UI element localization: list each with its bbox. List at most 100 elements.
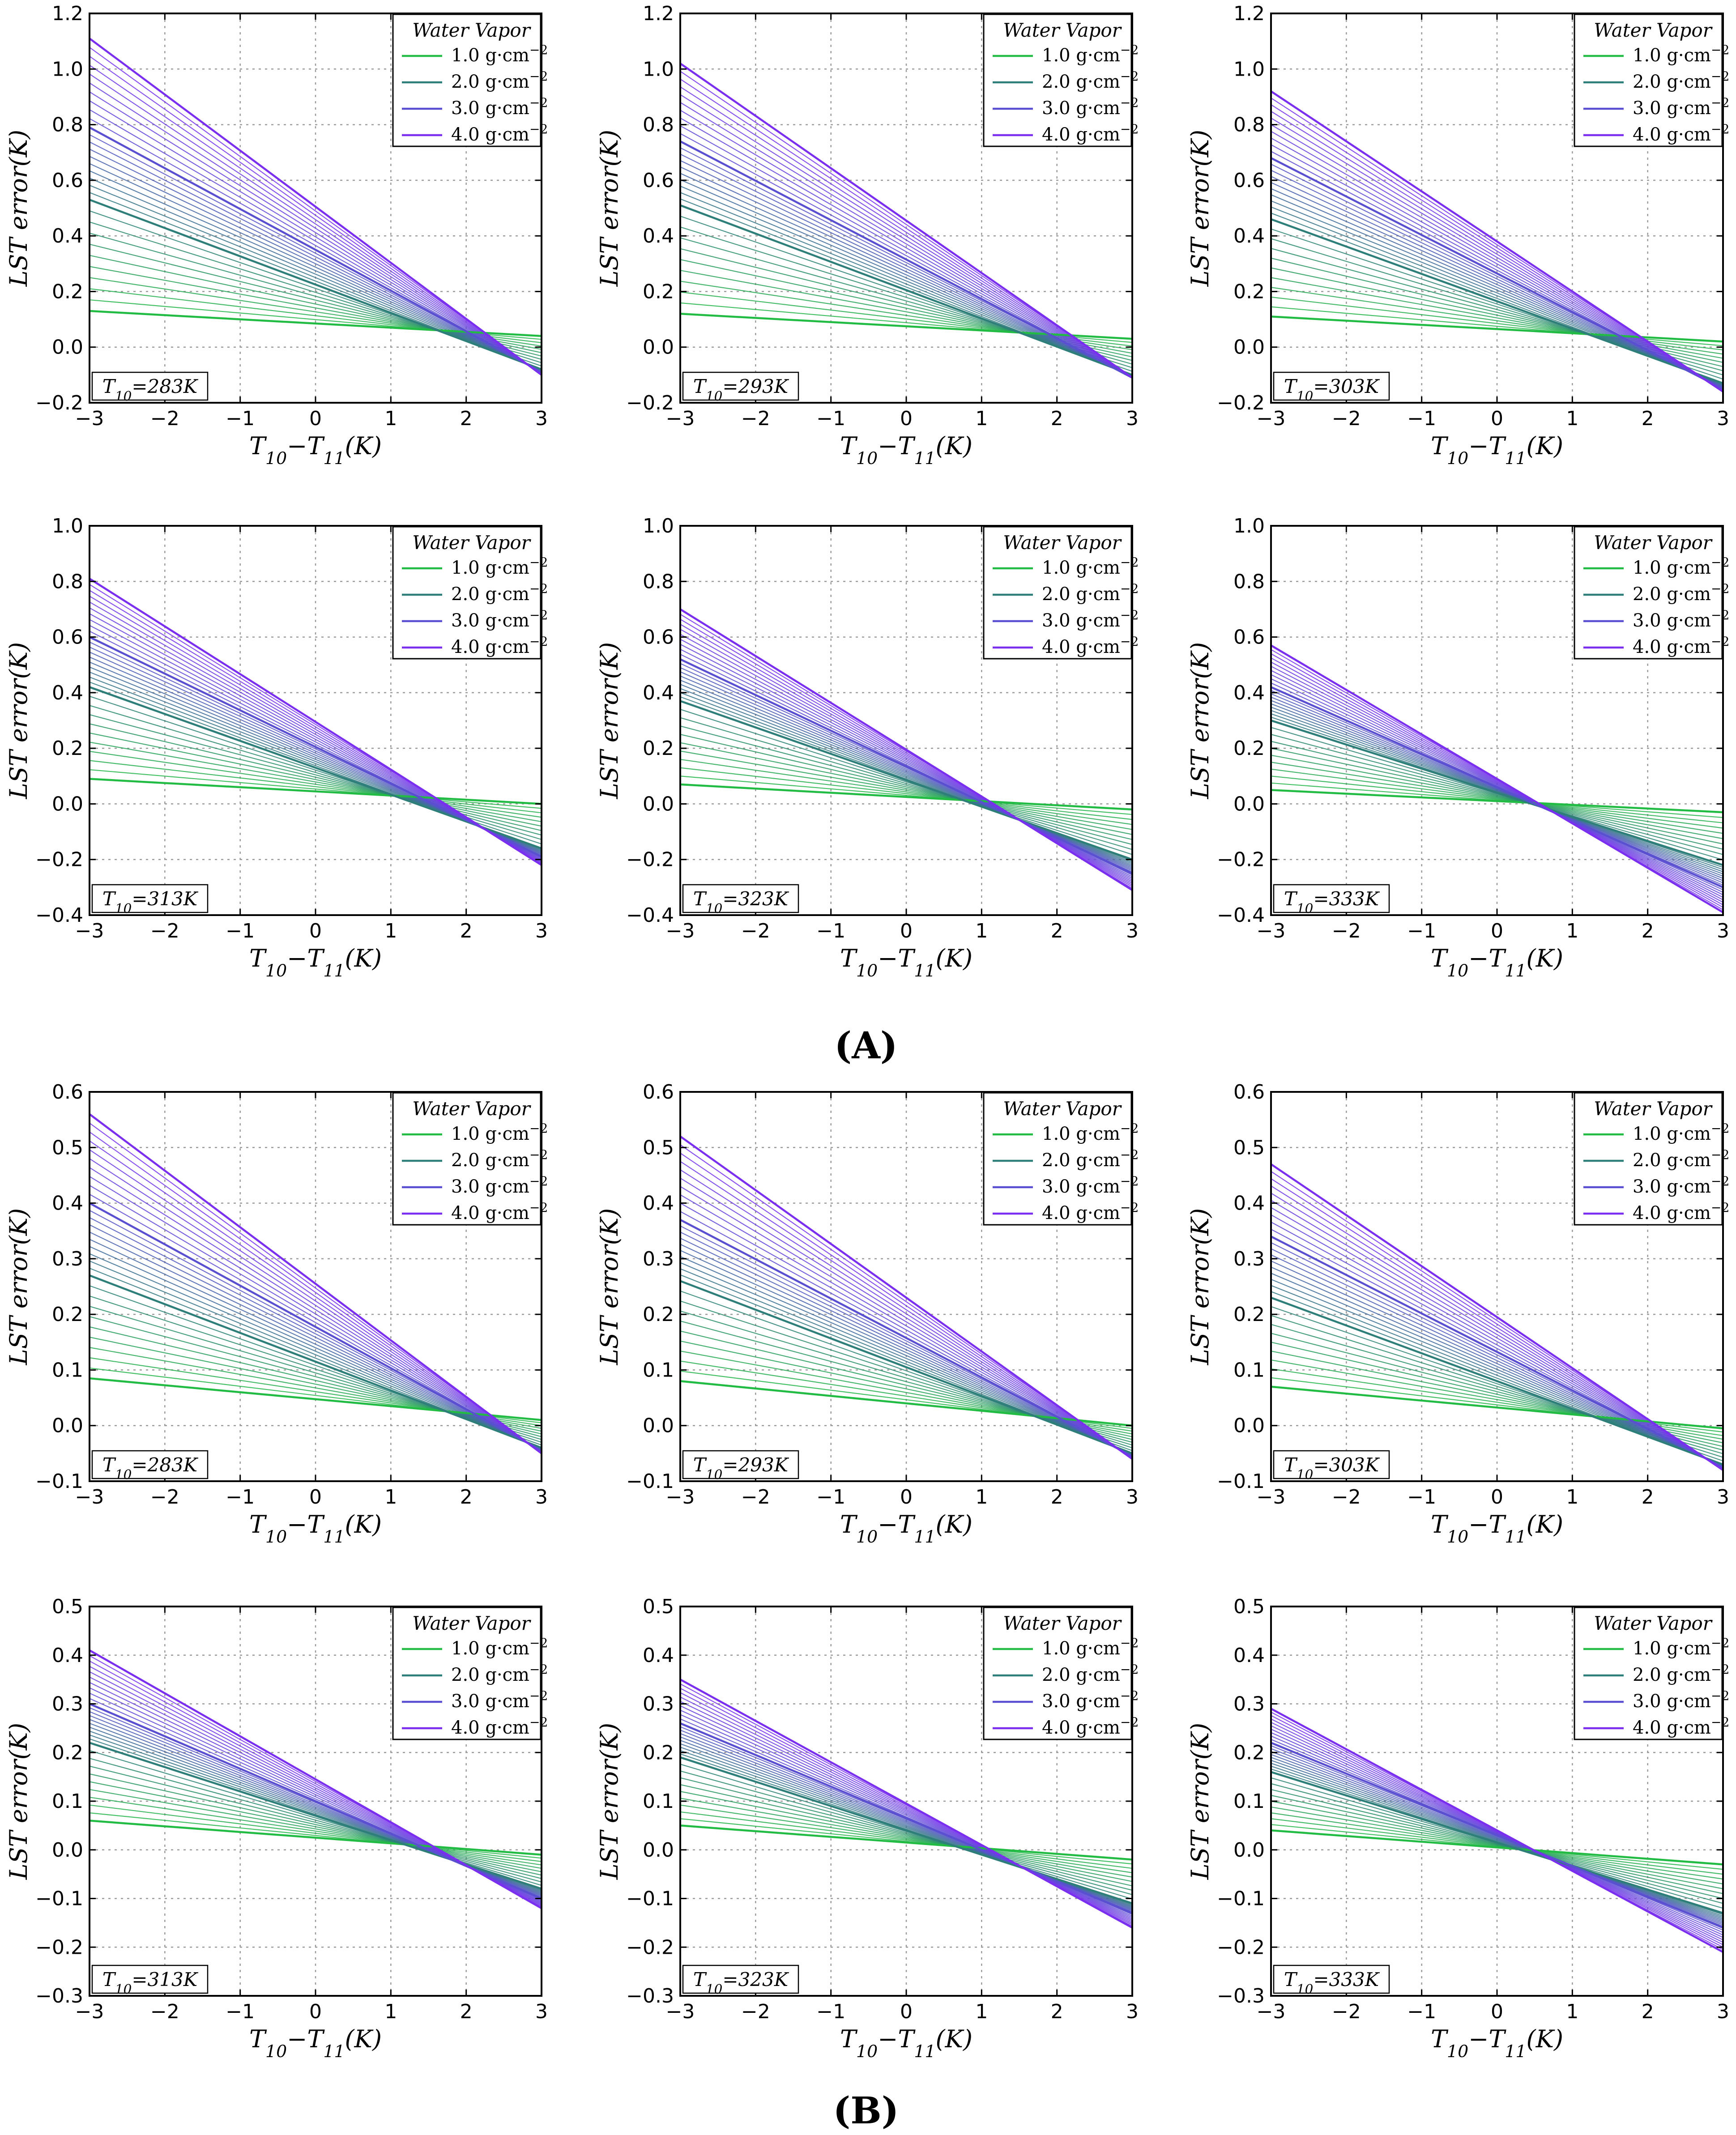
temperature-box xyxy=(91,371,209,401)
y-tick-label: 0.4 xyxy=(643,682,674,704)
interpolated-line xyxy=(1271,194,1723,386)
x-tick-label: −1 xyxy=(816,1486,845,1509)
y-axis-label: LST error(K) xyxy=(595,1208,623,1365)
y-axis-label: LST error(K) xyxy=(1186,1208,1214,1365)
series-line-1 xyxy=(680,1380,1132,1427)
interpolated-line xyxy=(680,1268,1132,1455)
series-line-4 xyxy=(90,1649,542,1909)
series-line-4 xyxy=(680,1135,1132,1460)
interpolated-line xyxy=(680,185,1132,376)
series-layer xyxy=(1271,1708,1723,1953)
chart-panel-a-333: −3 −2 −1 0 1 2 3 −0.4 −0.2 0.0 0.2 0.4 0.6 0.8 1.0 T10−… xyxy=(1186,515,1729,980)
legend-entry-1: 1.0 g·cm−2 xyxy=(451,1636,548,1659)
interpolated-line xyxy=(90,64,542,375)
x-tick-label: 1 xyxy=(384,2000,397,2023)
chart-panel-a-283: −3 −2 −1 0 1 2 3 −0.2 0.0 0.2 0.4 0.6 0.8 1.0 1.2 T10−T… xyxy=(4,2,548,468)
interpolated-line xyxy=(1271,1760,1723,1920)
y-tick-label: 0.5 xyxy=(643,1595,674,1618)
interpolated-line xyxy=(90,1140,542,1453)
interpolated-line xyxy=(680,725,1132,845)
interpolated-line xyxy=(90,1193,542,1452)
interpolated-line xyxy=(90,760,542,814)
y-tick-label: −0.2 xyxy=(626,1936,674,1959)
interpolated-line xyxy=(90,750,542,818)
interpolated-line xyxy=(680,94,1132,379)
x-tick-label: −2 xyxy=(1332,2000,1361,2023)
temperature-label: T10=333K xyxy=(1284,888,1380,916)
x-tick-label: −1 xyxy=(226,1486,255,1509)
interpolated-line xyxy=(680,750,1132,830)
legend-title: Water Vapor xyxy=(412,19,531,41)
series-line-2 xyxy=(680,700,1132,861)
interpolated-line xyxy=(680,153,1132,378)
y-tick-label: 0.0 xyxy=(52,1415,83,1437)
x-tick-label: −2 xyxy=(150,407,179,430)
x-axis-label: T10−T11(K) xyxy=(249,2025,382,2061)
y-tick-label: −0.3 xyxy=(35,1985,83,2007)
x-tick-label: 2 xyxy=(460,2000,473,2023)
x-tick-label: 0 xyxy=(1491,1486,1503,1509)
x-tick-label: 0 xyxy=(1491,2000,1503,2023)
interpolated-line xyxy=(90,1217,542,1451)
y-tick-label: 1.0 xyxy=(1233,515,1265,537)
interpolated-line xyxy=(1271,674,1723,895)
y-tick-label: 0.0 xyxy=(1233,793,1265,815)
interpolated-line xyxy=(680,742,1132,835)
y-tick-label: 0.0 xyxy=(52,793,83,815)
series-line-4 xyxy=(90,1113,542,1454)
interpolated-line xyxy=(680,160,1132,378)
x-tick-label: 3 xyxy=(1126,2000,1139,2023)
y-tick-label: 0.2 xyxy=(1233,1741,1265,1764)
series-layer xyxy=(680,1135,1132,1460)
x-tick-label: −2 xyxy=(1332,1486,1361,1509)
y-tick-label: 0.8 xyxy=(643,114,674,136)
legend-entry-3: 3.0 g·cm−2 xyxy=(1042,608,1139,631)
y-tick-label: −0.3 xyxy=(1217,1985,1265,2007)
interpolated-line xyxy=(680,1804,1132,1873)
x-tick-label: 2 xyxy=(1642,1486,1654,1509)
interpolated-line xyxy=(1271,182,1723,387)
y-tick-label: −0.2 xyxy=(35,1936,83,1959)
y-axis-label: LST error(K) xyxy=(595,1723,623,1880)
y-tick-label: −0.1 xyxy=(626,1470,674,1493)
interpolated-line xyxy=(1271,200,1723,386)
y-tick-label: 0.3 xyxy=(643,1693,674,1716)
x-tick-label: −3 xyxy=(75,407,104,430)
interpolated-line xyxy=(90,163,542,371)
series-line-1 xyxy=(680,1824,1132,1861)
chart-panel-a-313: −3 −2 −1 0 1 2 3 −0.4 −0.2 0.0 0.2 0.4 0.6 0.8 1.0 T10−… xyxy=(4,515,548,980)
legend-title: Water Vapor xyxy=(1003,532,1122,554)
series-line-3 xyxy=(680,1722,1132,1914)
legend-entry-4: 4.0 g·cm−2 xyxy=(451,1200,548,1224)
series-line-3 xyxy=(680,140,1132,379)
interpolated-line xyxy=(1271,1763,1723,1918)
legend-entry-4: 4.0 g·cm−2 xyxy=(1633,634,1729,658)
x-tick-label: −1 xyxy=(1407,2000,1436,2023)
x-tick-label: −1 xyxy=(816,407,845,430)
legend-box xyxy=(1574,13,1723,147)
y-tick-label: 0.0 xyxy=(52,1839,83,1862)
temperature-box xyxy=(1273,1965,1390,1994)
interpolated-line xyxy=(90,91,542,374)
y-tick-label: 1.2 xyxy=(52,2,83,25)
interpolated-line xyxy=(1271,762,1723,834)
y-axis-label: LST error(K) xyxy=(595,642,623,799)
series-line-2 xyxy=(680,1756,1132,1905)
x-tick-label: −2 xyxy=(1332,407,1361,430)
series-line-1 xyxy=(680,312,1132,340)
y-tick-label: 0.3 xyxy=(1233,1693,1265,1716)
x-tick-label: −3 xyxy=(666,1486,695,1509)
series-line-4 xyxy=(1271,90,1723,393)
y-tick-label: 0.4 xyxy=(1233,1192,1265,1215)
x-tick-label: 0 xyxy=(309,2000,322,2023)
x-tick-label: −3 xyxy=(1257,407,1286,430)
interpolated-line xyxy=(90,1765,542,1879)
y-tick-label: −0.4 xyxy=(1217,904,1265,927)
temperature-box xyxy=(1273,884,1390,913)
y-tick-label: −0.1 xyxy=(626,1888,674,1910)
y-tick-label: 0.0 xyxy=(643,1839,674,1862)
interpolated-line xyxy=(1271,1754,1723,1922)
series-layer xyxy=(680,1679,1132,1929)
y-tick-label: 0.8 xyxy=(1233,114,1265,136)
